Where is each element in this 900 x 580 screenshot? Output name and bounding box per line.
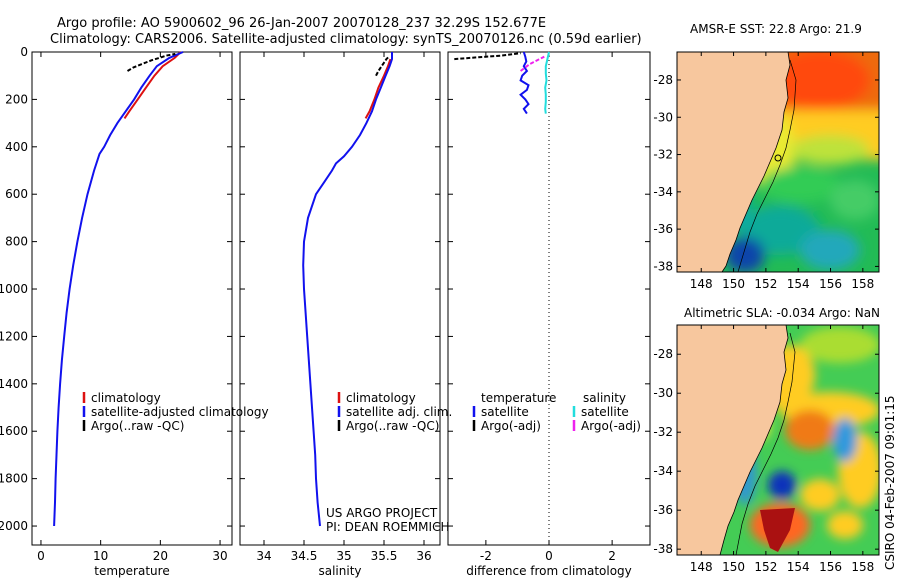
panel-frame	[447, 51, 651, 546]
map-y-tick-label: -38	[653, 259, 673, 273]
panel-frame	[31, 51, 233, 546]
legend-sal-satellite-label: satellite	[581, 405, 629, 419]
map-x-tick-label: 150	[722, 560, 745, 574]
map-y-tick-label: -28	[653, 73, 673, 87]
map-x-tick-label: 152	[754, 560, 777, 574]
legend-temperature-header: temperature	[481, 391, 556, 405]
y-tick-label: 1600	[0, 424, 28, 438]
y-tick-label: 2000	[0, 519, 28, 533]
legend-argo-label: Argo(..raw -QC)	[91, 419, 184, 433]
legend-satellite-adj-label: satellite adj. clim.	[346, 405, 452, 419]
series-line-2	[454, 52, 521, 61]
profile-panel-1: 0 200 400 600 800 1000 1200 1400 1600 1800 2000 0 10…	[0, 45, 233, 578]
y-tick-label: 600	[5, 187, 28, 201]
series-line-1	[123, 51, 182, 119]
map-x-tick-label: 152	[754, 277, 777, 291]
map-x-tick-label: 158	[851, 560, 874, 574]
x-tick-label: 35	[336, 549, 351, 563]
y-tick-label: 1400	[0, 377, 28, 391]
map-y-tick-label: -28	[653, 347, 673, 361]
sla-map-image	[677, 325, 879, 555]
map-x-tick-label: 158	[851, 277, 874, 291]
legend-argo-label: Argo(..raw -QC)	[346, 419, 439, 433]
side-timestamp-label: CSIRO 04-Feb-2007 09:01:15	[883, 395, 897, 570]
map-y-tick-label: -30	[653, 110, 673, 124]
legend-satellite-adjusted-label: satellite-adjusted climatology	[91, 405, 269, 419]
legend-temp-satellite-label: satellite	[481, 405, 529, 419]
x-tick-label: -2	[480, 549, 492, 563]
y-tick-label: 200	[5, 92, 28, 106]
map-y-tick-label: -30	[653, 386, 673, 400]
map-y-tick-label: -34	[653, 185, 673, 199]
series-line-3	[544, 51, 550, 114]
legend-climatology-label: climatology	[346, 391, 416, 405]
y-tick-label: 0	[20, 45, 28, 59]
series-line-1	[519, 51, 530, 115]
series-line-2	[53, 51, 184, 527]
legend-climatology-label: climatology	[91, 391, 161, 405]
map-y-tick-label: -32	[653, 425, 673, 439]
series-line-1	[364, 58, 392, 119]
map-x-tick-label: 154	[787, 277, 810, 291]
x-tick-label: 0	[545, 549, 553, 563]
x-tick-label: 34	[256, 549, 271, 563]
map-y-tick-label: -34	[653, 464, 673, 478]
x-tick-label: 30	[212, 549, 227, 563]
x-tick-label: 2	[608, 549, 616, 563]
map-x-tick-label: 148	[690, 277, 713, 291]
map-x-tick-label: 156	[819, 277, 842, 291]
x-axis-label: salinity	[318, 564, 361, 578]
legend-panel-3: temperature salinitysatelliteArgo(-adj)sa…	[472, 391, 641, 433]
map-x-tick-label: 156	[819, 560, 842, 574]
x-tick-label: 0	[37, 549, 45, 563]
legend-salinity-header: salinity	[583, 391, 626, 405]
y-tick-label: 1000	[0, 282, 28, 296]
map-x-tick-label: 150	[722, 277, 745, 291]
x-tick-label: 34.5	[291, 549, 318, 563]
legend-temp-argo-label: Argo(-adj)	[481, 419, 541, 433]
x-axis-label: temperature	[94, 564, 169, 578]
map-x-tick-label: 154	[787, 560, 810, 574]
y-tick-label: 400	[5, 140, 28, 154]
sst-map-axes: 148 150 152 154 156 158 -28 -30 -32 -34 -36 -38	[653, 52, 879, 291]
map-y-tick-label: -36	[653, 222, 673, 236]
map-y-tick-label: -32	[653, 148, 673, 162]
map-y-tick-label: -38	[653, 542, 673, 556]
sla-map-axes: 148 150 152 154 156 158 -28 -30 -32 -34 -36 -38	[653, 325, 879, 574]
sla-map: Altimetric SLA: -0.034 Argo: NaN	[653, 306, 880, 574]
panel-frame	[239, 51, 441, 546]
y-tick-label: 800	[5, 235, 28, 249]
x-tick-label: 36	[416, 549, 431, 563]
map-y-tick-label: -36	[653, 503, 673, 517]
sst-map-image	[677, 52, 879, 272]
x-tick-label: 35.5	[371, 549, 398, 563]
pi-annotation: PI: DEAN ROEMMICH	[326, 520, 449, 534]
sla-map-title: Altimetric SLA: -0.034 Argo: NaN	[684, 306, 880, 320]
profile-panel-2: 34 34.5 35 35.5 36 salinity	[239, 51, 441, 578]
sst-map: AMSR-E SST: 22.8 Argo: 21.9	[653, 22, 880, 291]
figure-subtitle: Climatology: CARS2006. Satellite-adjuste…	[50, 32, 642, 47]
y-tick-label: 1800	[0, 472, 28, 486]
y-tick-label: 1200	[0, 329, 28, 343]
x-tick-label: 10	[93, 549, 108, 563]
project-annotation: US ARGO PROJECT	[326, 506, 438, 520]
series-line-3	[126, 52, 176, 72]
series-line-3	[375, 55, 390, 77]
legend-sal-argo-label: Argo(-adj)	[581, 419, 641, 433]
figure-title: Argo profile: AO 5900602_96 26-Jan-2007 …	[57, 16, 546, 31]
series-line-2	[302, 52, 393, 527]
map-x-tick-label: 148	[690, 560, 713, 574]
x-axis-label: difference from climatology	[466, 564, 632, 578]
sst-map-title: AMSR-E SST: 22.8 Argo: 21.9	[690, 22, 862, 36]
x-tick-label: 20	[153, 549, 168, 563]
